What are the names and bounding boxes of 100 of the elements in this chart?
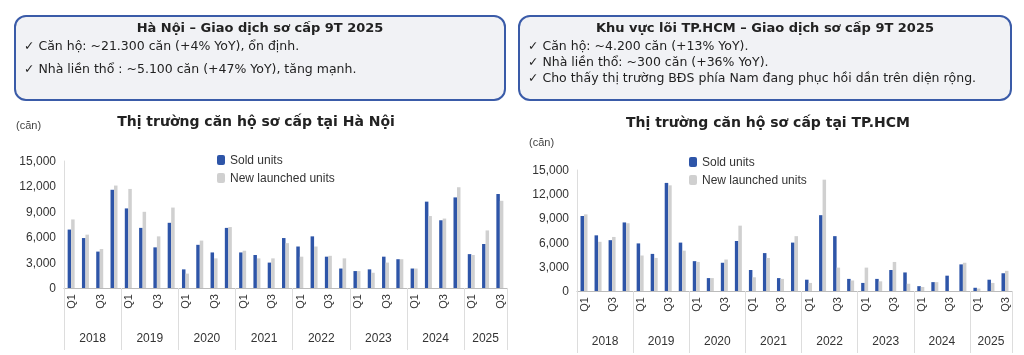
bar bbox=[959, 264, 963, 291]
text: 2022 bbox=[307, 331, 335, 345]
bar bbox=[228, 227, 232, 288]
text: 2025 bbox=[472, 331, 500, 345]
x-tick-label: Q3 bbox=[718, 297, 731, 312]
x-tick-label: Q1 bbox=[802, 297, 815, 312]
x-tick-label: Q3 bbox=[265, 294, 278, 309]
x-tick-label: Q1 bbox=[122, 294, 135, 309]
x-tick-label: Q1 bbox=[578, 297, 591, 312]
bar bbox=[371, 272, 375, 288]
bar bbox=[353, 271, 357, 288]
bar bbox=[482, 243, 486, 288]
x-tick-label: Q1 bbox=[634, 297, 647, 312]
text: 2024 bbox=[928, 334, 956, 348]
x-tick-label: Q3 bbox=[774, 297, 787, 312]
bar bbox=[861, 282, 865, 291]
x-tick-label: Q3 bbox=[998, 297, 1011, 312]
bar bbox=[791, 242, 795, 291]
x-tick-label: Q1 bbox=[858, 297, 871, 312]
text: ✓ Cho thấy thị trường BĐS phía Nam đang phục hồi dần trên diện rộng. bbox=[528, 70, 978, 86]
bar bbox=[196, 244, 200, 288]
x-tick-label: Q3 bbox=[606, 297, 619, 312]
y-axis-title: (căn) bbox=[16, 118, 42, 131]
bar bbox=[471, 254, 475, 288]
y-tick-label: 9,000 bbox=[25, 204, 57, 219]
x-tick-label: Q1 bbox=[690, 297, 703, 312]
y-tick-label: 15,000 bbox=[19, 154, 57, 168]
x-tick-label: Q1 bbox=[236, 294, 249, 309]
bar bbox=[185, 273, 189, 288]
bar bbox=[724, 259, 728, 291]
text: Khu vực lõi TP.HCM – Giao dịch sơ cấp 9T 2025 bbox=[595, 20, 935, 35]
x-tick-label: Q3 bbox=[830, 297, 843, 312]
text: 2022 bbox=[816, 334, 844, 348]
y-tick-label: 0 bbox=[562, 284, 570, 298]
bar bbox=[805, 279, 809, 291]
bar bbox=[917, 286, 921, 291]
x-tick-label: Q1 bbox=[350, 294, 363, 309]
y-tick-label: 0 bbox=[49, 281, 57, 295]
x-tick-label: Q1 bbox=[179, 294, 192, 309]
bar bbox=[889, 270, 893, 291]
bar bbox=[875, 278, 879, 291]
bar bbox=[382, 256, 386, 288]
y-tick-label: 6,000 bbox=[538, 235, 570, 250]
bar bbox=[626, 223, 630, 291]
bar bbox=[780, 278, 784, 291]
text: ✓ Căn hộ: ~21.300 căn (+4% YoY), ổn định. bbox=[24, 38, 301, 54]
bar bbox=[71, 219, 75, 288]
x-tick-label: Q1 bbox=[970, 297, 983, 312]
bar bbox=[153, 247, 157, 288]
text: 2025 bbox=[977, 334, 1005, 348]
x-tick-label: Q3 bbox=[379, 294, 392, 309]
text: 2019 bbox=[136, 331, 164, 345]
bar bbox=[171, 207, 175, 288]
bar bbox=[296, 246, 300, 288]
x-tick-label: Q1 bbox=[746, 297, 759, 312]
legend-label: New launched units bbox=[230, 171, 335, 185]
text: 2019 bbox=[647, 334, 675, 348]
y-tick-label: 6,000 bbox=[25, 230, 57, 245]
text: 2021 bbox=[760, 334, 788, 348]
bar bbox=[654, 257, 658, 291]
legend-label: Sold units bbox=[230, 153, 283, 167]
bar bbox=[738, 225, 742, 291]
bar bbox=[752, 277, 756, 291]
bar bbox=[640, 255, 644, 291]
bar bbox=[931, 282, 935, 291]
bar bbox=[819, 215, 823, 291]
bar bbox=[682, 250, 686, 291]
x-tick-label: Q3 bbox=[942, 297, 955, 312]
x-tick-label: Q3 bbox=[322, 294, 335, 309]
bar bbox=[598, 241, 602, 291]
text: 2021 bbox=[250, 331, 278, 345]
bar bbox=[973, 287, 977, 291]
bar bbox=[428, 216, 432, 288]
x-tick-label: Q3 bbox=[150, 294, 163, 309]
y-axis-title: (căn) bbox=[529, 135, 555, 148]
bar bbox=[847, 278, 851, 291]
bar bbox=[496, 194, 500, 288]
bar bbox=[414, 268, 418, 288]
chart-title: Thị trường căn hộ sơ cấp tại Hà Nội bbox=[117, 113, 395, 129]
bar bbox=[945, 275, 949, 291]
y-tick-label: 15,000 bbox=[532, 163, 570, 177]
y-tick-label: 3,000 bbox=[538, 259, 570, 274]
bar bbox=[96, 251, 100, 288]
text: 2020 bbox=[703, 334, 731, 348]
y-tick-label: 3,000 bbox=[25, 255, 57, 270]
bar bbox=[271, 258, 275, 288]
y-tick-label: 9,000 bbox=[538, 211, 570, 226]
bar bbox=[253, 254, 257, 288]
x-tick-label: Q3 bbox=[208, 294, 221, 309]
text: 2023 bbox=[872, 334, 900, 348]
bar bbox=[114, 185, 118, 288]
x-tick-label: Q1 bbox=[65, 294, 78, 309]
text: ✓ Căn hộ: ~4.200 căn (+13% YoY). bbox=[528, 38, 750, 54]
bar bbox=[282, 238, 286, 288]
y-tick-label: 12,000 bbox=[532, 187, 570, 202]
text: 2018 bbox=[591, 334, 619, 348]
bar bbox=[339, 268, 343, 288]
x-tick-label: Q3 bbox=[662, 297, 675, 312]
bar bbox=[668, 185, 672, 291]
bar bbox=[1001, 273, 1005, 291]
